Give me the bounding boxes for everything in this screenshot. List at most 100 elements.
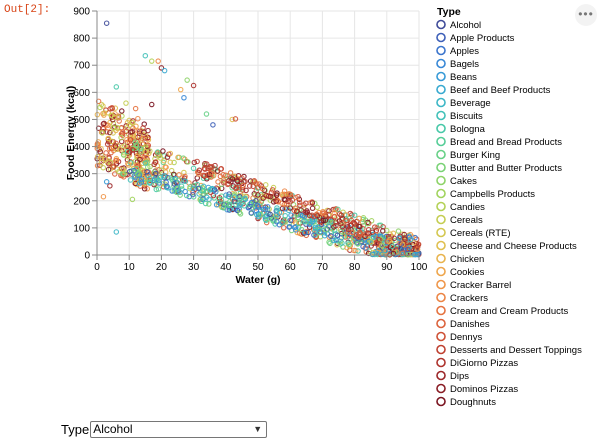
scatter-point <box>378 237 384 243</box>
y-tick-label: 400 <box>73 142 90 153</box>
scatter-point <box>264 212 270 218</box>
scatter-point <box>137 156 143 163</box>
legend-swatch <box>436 331 446 342</box>
scatter-point <box>142 148 149 155</box>
legend-label: DiGiorno Pizzas <box>450 358 518 369</box>
scatter-point <box>142 52 149 59</box>
scatter-point <box>247 178 254 184</box>
scatter-point <box>201 172 208 179</box>
legend-label: Chicken <box>450 254 484 265</box>
legend-label: Alcohol <box>450 20 481 31</box>
scatter-point <box>380 228 386 234</box>
scatter-point <box>164 154 171 160</box>
x-tick-label: 20 <box>156 262 168 273</box>
legend-swatch <box>436 292 446 303</box>
scatter-point <box>286 223 293 230</box>
scatter-point <box>113 146 120 153</box>
type-select[interactable]: Alcohol ▼ <box>90 420 268 438</box>
scatter-point <box>282 217 288 223</box>
scatter-point <box>313 226 319 232</box>
scatter-point <box>157 155 164 161</box>
scatter-point <box>177 192 183 198</box>
scatter-point <box>100 193 107 200</box>
scatter-point <box>182 188 188 195</box>
scatter-point <box>98 159 105 166</box>
scatter-point <box>142 135 149 141</box>
legend-swatch <box>436 71 446 82</box>
scatter-point <box>370 234 377 241</box>
scatter-point <box>314 204 320 211</box>
scatter-point <box>274 190 280 196</box>
scatter-point <box>402 236 408 242</box>
scatter-point <box>274 207 280 214</box>
scatter-point <box>123 100 129 106</box>
scatter-point <box>185 159 191 165</box>
scatter-point <box>169 188 175 194</box>
ellipsis-icon[interactable]: ••• <box>575 4 597 26</box>
scatter-point <box>202 166 208 172</box>
legend-label: Dennys <box>450 332 482 343</box>
scatter-point <box>98 146 104 152</box>
legend-swatch <box>436 136 446 147</box>
scatter-point <box>280 225 287 231</box>
y-tick-label: 500 <box>73 115 90 126</box>
scatter-point <box>236 184 242 191</box>
legend-label: Apple Products <box>450 33 515 44</box>
scatter-point <box>154 178 160 184</box>
scatter-point <box>316 226 323 233</box>
scatter-point <box>220 204 227 211</box>
scatter-point <box>101 112 107 118</box>
scatter-point <box>148 58 155 64</box>
scatter-point <box>132 105 139 112</box>
scatter-point <box>231 174 237 181</box>
scatter-point <box>374 225 380 231</box>
scatter-point <box>222 172 229 179</box>
scatter-point <box>232 191 238 197</box>
scatter-point <box>234 207 241 214</box>
scatter-point <box>226 191 232 197</box>
scatter-point <box>317 229 323 235</box>
x-axis-title: Water (g) <box>235 274 280 286</box>
scatter-point <box>210 122 216 128</box>
scatter-point <box>343 216 349 222</box>
scatter-point <box>97 104 103 111</box>
scatter-point <box>161 173 168 179</box>
scatter-point <box>339 240 345 246</box>
legend-swatch <box>436 201 446 212</box>
scatter-point <box>134 162 140 169</box>
legend-label: Cheese and Cheese Products <box>450 241 577 252</box>
scatter-point <box>184 77 190 83</box>
scatter-point <box>175 154 181 161</box>
scatter-point <box>103 20 110 26</box>
type-filter-label: Type <box>61 421 90 437</box>
scatter-point <box>200 187 207 194</box>
scatter-point <box>139 135 146 142</box>
scatter-point <box>210 192 217 199</box>
scatter-point <box>190 185 196 192</box>
scatter-point <box>404 239 411 246</box>
scatter-point <box>302 209 309 216</box>
y-axis-title: Food Energy (kcal) <box>65 86 77 181</box>
scatter-point <box>338 212 344 218</box>
legend-swatch <box>436 240 446 251</box>
legend-swatch <box>436 266 446 277</box>
scatter-point <box>213 189 219 195</box>
scatter-point <box>375 236 382 243</box>
scatter-point <box>176 172 182 178</box>
legend-swatch <box>436 97 446 108</box>
legend-label: Campbells Products <box>450 189 535 200</box>
scatter-point <box>317 218 323 225</box>
scatter-point <box>147 163 153 170</box>
scatter-point <box>243 187 249 194</box>
scatter-point <box>138 176 145 183</box>
legend-title: Type <box>437 6 461 18</box>
scatter-point <box>162 164 168 170</box>
scatter-point <box>333 237 340 244</box>
scatter-point <box>236 195 243 201</box>
scatter-point <box>195 185 202 192</box>
scatter-point <box>112 105 119 111</box>
x-tick-label: 10 <box>124 262 136 273</box>
scatter-point <box>355 241 361 247</box>
y-tick-label: 100 <box>73 223 90 234</box>
scatter-point <box>241 179 247 185</box>
